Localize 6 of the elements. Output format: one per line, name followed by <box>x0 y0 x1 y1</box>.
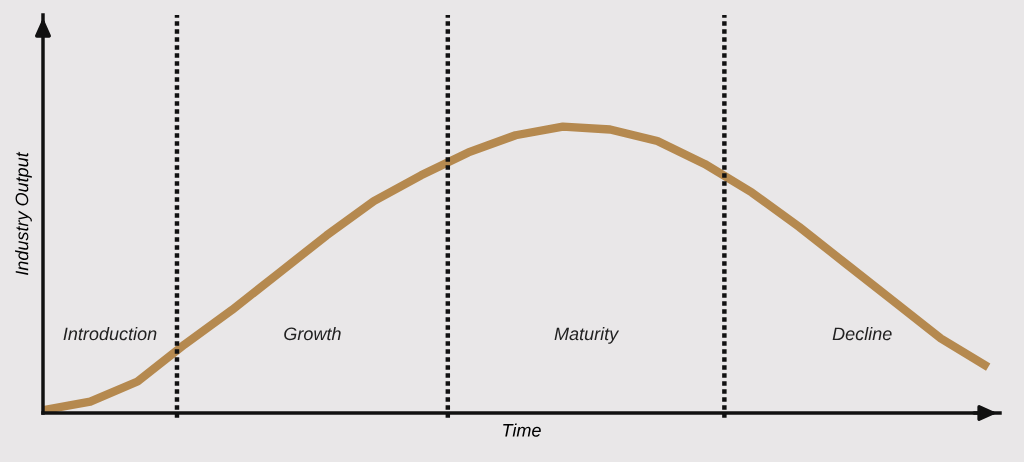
annotation: Introduction <box>63 326 157 341</box>
annotation: Growth <box>284 326 341 341</box>
x-axis-title: Time <box>503 423 541 437</box>
annotation: Maturity <box>554 326 620 344</box>
annotation: Decline <box>832 326 892 341</box>
y-axis-title: Industry Output <box>15 151 32 275</box>
